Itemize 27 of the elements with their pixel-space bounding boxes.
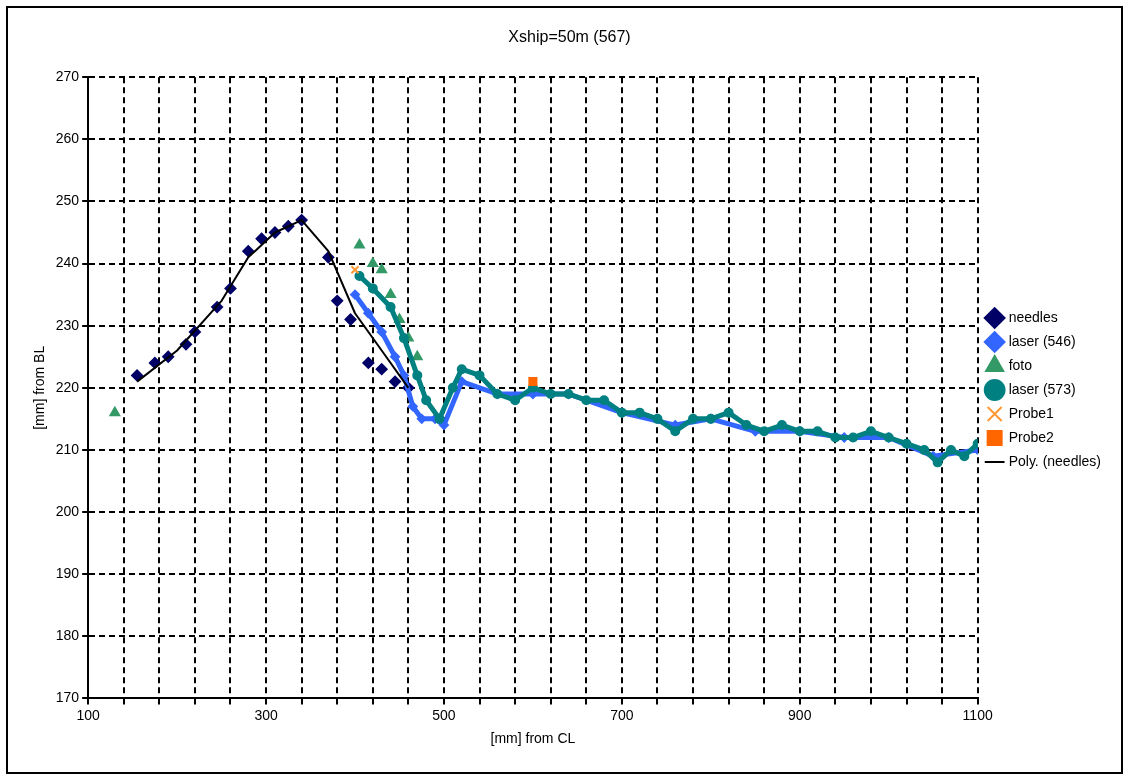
y-tick-label: 180	[55, 627, 80, 644]
legend-label: Poly. (needles)	[1008, 452, 1101, 469]
legend-label: needles	[1008, 308, 1058, 325]
y-tick-label: 190	[55, 565, 80, 582]
x-tick-label: 700	[610, 706, 634, 723]
x-tick-label: 300	[254, 706, 278, 723]
y-tick-label: 260	[55, 130, 80, 147]
x-tick-label: 100	[76, 706, 101, 723]
x-tick-label: 900	[788, 706, 812, 723]
legend-label: laser (546)	[1008, 332, 1076, 349]
legend-label: Probe2	[1008, 428, 1055, 445]
y-axis-title: [mm] from BL	[31, 345, 48, 430]
x-axis-title: [mm] from CL	[490, 730, 576, 747]
y-tick-label: 220	[55, 378, 80, 395]
y-tick-label: 250	[55, 192, 80, 209]
y-tick-label: 200	[55, 502, 80, 519]
y-tick-label: 230	[55, 316, 80, 333]
y-tick-label: 240	[55, 254, 80, 271]
y-tick-label: 210	[55, 440, 80, 457]
legend-label: foto	[1008, 356, 1033, 373]
y-tick-label: 270	[55, 68, 80, 85]
y-tick-label: 170	[55, 689, 80, 706]
legend-label: Probe1	[1008, 404, 1055, 421]
legend-label: laser (573)	[1008, 380, 1076, 397]
x-tick-label: 500	[432, 706, 456, 723]
chart-title: Xship=50m (567)	[508, 28, 631, 46]
x-tick-label: 1100	[962, 706, 993, 723]
